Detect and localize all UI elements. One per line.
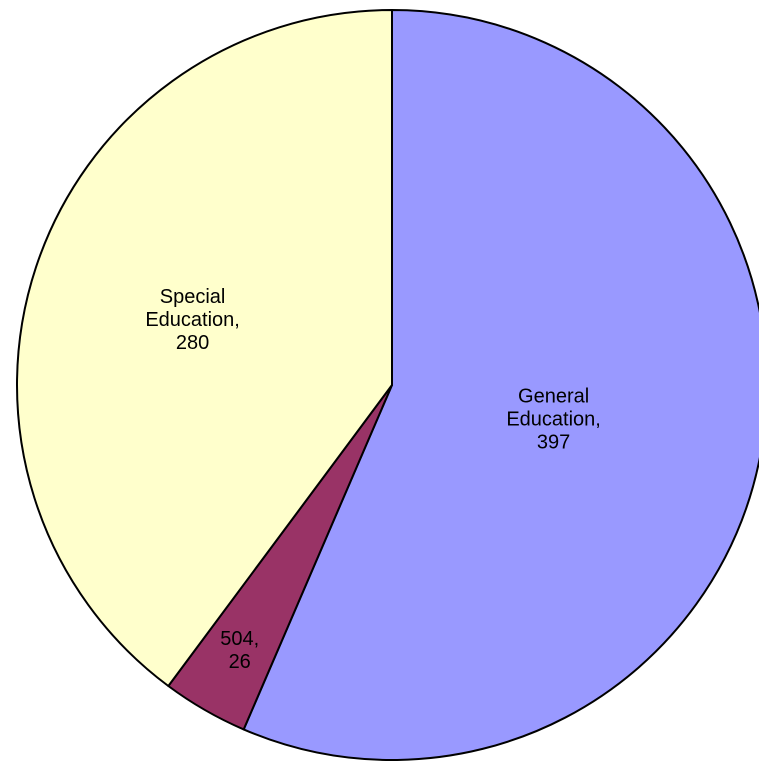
pie-label-general-education: General Education, 397 xyxy=(506,385,601,453)
pie-labels: General Education, 397 504, 26 Special Educati… xyxy=(145,286,601,673)
pie-label-special-education: Special Education, 280 xyxy=(145,286,240,354)
pie-slices xyxy=(16,9,759,761)
pie-slice-special-education xyxy=(16,9,393,687)
pie-label-504: 504, 26 xyxy=(220,628,259,673)
pie-slice-general-education xyxy=(242,9,759,761)
